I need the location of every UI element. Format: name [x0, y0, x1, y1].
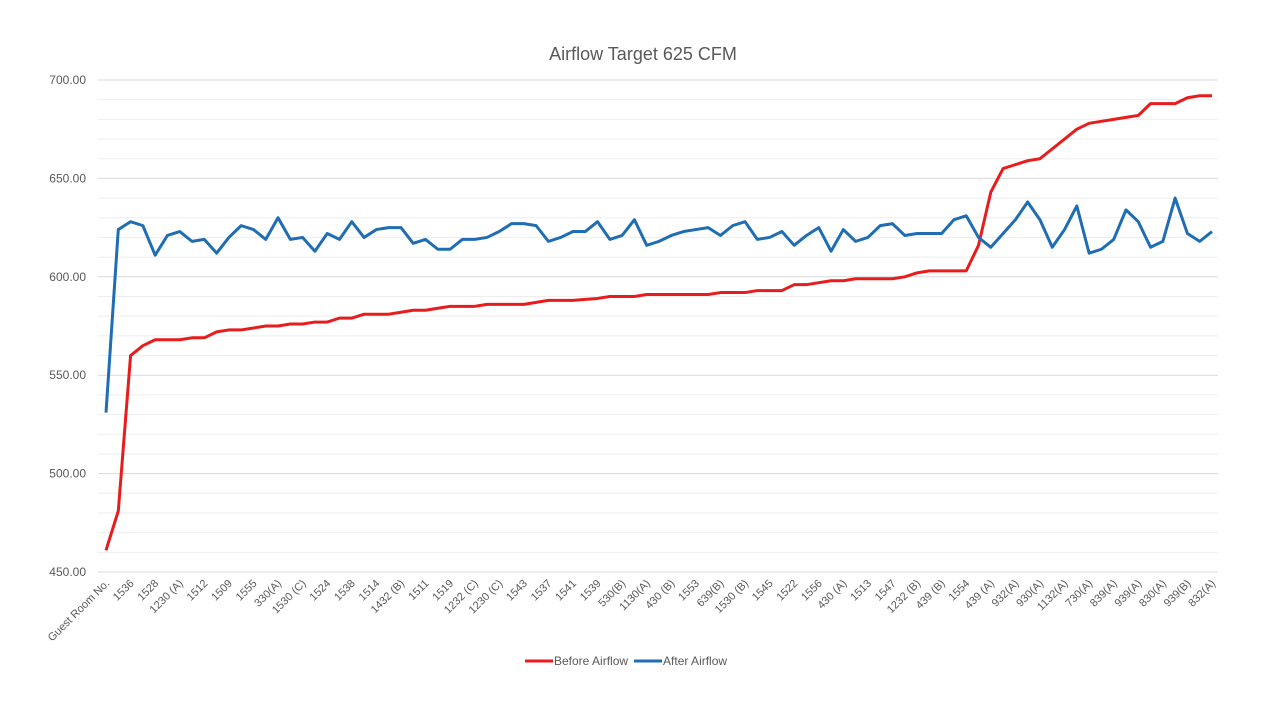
x-tick-label: 1543 [504, 578, 530, 604]
x-tick-label: 1541 [553, 578, 579, 604]
y-tick-label: 600.00 [49, 270, 86, 284]
x-tick-label: 1511 [406, 578, 431, 603]
x-tick-label: 1509 [209, 578, 235, 604]
series-line [104, 94, 1212, 551]
y-tick-label: 650.00 [49, 171, 86, 185]
x-tick-label: 1513 [848, 578, 874, 604]
x-tick-label: 832(A) [1186, 578, 1218, 610]
x-tick-label: Guest Room No. [46, 578, 112, 644]
x-tick-label: 1536 [111, 578, 137, 604]
legend-item: After Airflow [634, 654, 727, 668]
y-tick-label: 500.00 [49, 467, 86, 481]
series-line [104, 196, 1213, 413]
legend-label: Before Airflow [554, 654, 628, 668]
chart-title: Airflow Target 625 CFM [549, 44, 737, 64]
x-tick-label: 1512 [185, 578, 211, 604]
y-tick-label: 450.00 [49, 565, 86, 579]
x-tick-label: 1538 [332, 578, 358, 604]
y-tick-label: 700.00 [49, 73, 86, 87]
legend-item: Before Airflow [525, 654, 628, 668]
x-tick-label: 1537 [529, 578, 555, 604]
x-tick-label: 1545 [750, 578, 776, 604]
x-tick-label: 1524 [308, 578, 334, 604]
legend-label: After Airflow [663, 654, 727, 668]
x-tick-label: 1522 [775, 578, 801, 604]
y-tick-label: 550.00 [49, 368, 86, 382]
